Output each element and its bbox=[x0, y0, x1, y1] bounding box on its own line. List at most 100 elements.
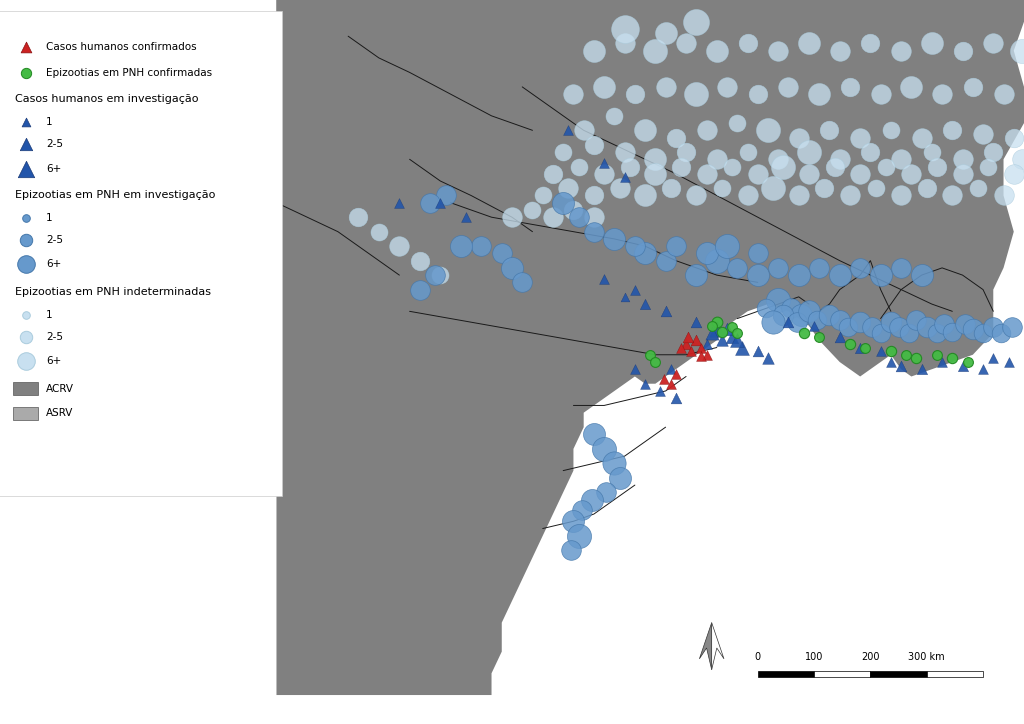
Point bbox=[596, 443, 612, 455]
Point bbox=[17, 212, 34, 224]
Point bbox=[560, 182, 577, 194]
Point bbox=[652, 385, 669, 397]
Point bbox=[965, 81, 981, 93]
Point bbox=[622, 161, 638, 172]
Point bbox=[668, 392, 684, 404]
Point bbox=[598, 487, 614, 498]
Point bbox=[750, 345, 766, 357]
Point bbox=[17, 258, 34, 270]
Point bbox=[453, 240, 469, 252]
Point bbox=[780, 316, 797, 328]
Point bbox=[647, 356, 664, 368]
Text: ACRV: ACRV bbox=[46, 384, 74, 394]
Point bbox=[975, 327, 991, 339]
Point bbox=[852, 316, 868, 328]
Point bbox=[647, 45, 664, 56]
Point bbox=[852, 132, 868, 143]
Point bbox=[739, 38, 756, 49]
Point bbox=[350, 211, 367, 223]
Point bbox=[17, 67, 34, 79]
Point bbox=[616, 23, 633, 35]
Polygon shape bbox=[699, 623, 712, 670]
Point bbox=[606, 458, 623, 469]
Point bbox=[657, 81, 674, 93]
Point bbox=[944, 326, 961, 337]
Point bbox=[412, 284, 428, 295]
Point bbox=[857, 342, 873, 353]
Point bbox=[524, 204, 541, 216]
Point bbox=[852, 342, 868, 353]
Polygon shape bbox=[276, 0, 614, 463]
Point bbox=[801, 306, 817, 317]
Polygon shape bbox=[276, 0, 1024, 695]
Point bbox=[586, 45, 602, 56]
Point bbox=[596, 273, 612, 285]
Point bbox=[647, 153, 664, 165]
Point bbox=[422, 197, 438, 209]
Point bbox=[954, 168, 971, 180]
Point bbox=[809, 314, 825, 326]
Point bbox=[473, 240, 489, 252]
Point bbox=[584, 494, 600, 505]
Point bbox=[929, 349, 945, 361]
Point bbox=[893, 153, 909, 165]
Point bbox=[806, 320, 822, 332]
Point bbox=[663, 363, 679, 375]
Point bbox=[862, 38, 879, 49]
Text: 6+: 6+ bbox=[46, 164, 61, 174]
Point bbox=[714, 326, 730, 337]
Point bbox=[714, 334, 730, 346]
Point bbox=[791, 132, 807, 143]
Point bbox=[995, 190, 1012, 201]
Point bbox=[709, 153, 725, 165]
Point bbox=[432, 269, 449, 281]
Point bbox=[929, 161, 945, 172]
Point bbox=[934, 88, 950, 100]
Point bbox=[883, 316, 899, 328]
FancyBboxPatch shape bbox=[758, 671, 814, 677]
Point bbox=[616, 291, 633, 303]
Text: Epizootias em PNH em investigação: Epizootias em PNH em investigação bbox=[15, 190, 216, 200]
Point bbox=[970, 182, 986, 194]
Point bbox=[668, 132, 684, 143]
Point bbox=[729, 327, 745, 339]
Point bbox=[560, 125, 577, 136]
Point bbox=[913, 363, 930, 375]
Text: Casos humanos em investigação: Casos humanos em investigação bbox=[15, 94, 199, 104]
Point bbox=[427, 269, 443, 281]
Point bbox=[627, 88, 643, 100]
Text: Epizootias em PNH indeterminadas: Epizootias em PNH indeterminadas bbox=[15, 287, 211, 297]
Point bbox=[586, 226, 602, 237]
Point bbox=[17, 41, 34, 53]
Point bbox=[908, 314, 925, 326]
Point bbox=[391, 240, 408, 252]
Point bbox=[842, 190, 858, 201]
Point bbox=[719, 240, 735, 252]
Point bbox=[432, 197, 449, 209]
Point bbox=[709, 316, 725, 328]
Point bbox=[586, 429, 602, 440]
Point bbox=[724, 331, 740, 342]
Text: 1: 1 bbox=[46, 310, 52, 320]
Point bbox=[565, 515, 582, 527]
Point bbox=[391, 197, 408, 209]
Point bbox=[683, 345, 699, 357]
Point bbox=[903, 168, 920, 180]
Point bbox=[995, 88, 1012, 100]
Text: 300 km: 300 km bbox=[908, 652, 945, 662]
FancyBboxPatch shape bbox=[814, 671, 870, 677]
Point bbox=[627, 363, 643, 375]
Point bbox=[693, 342, 710, 353]
Point bbox=[555, 197, 571, 209]
Point bbox=[913, 132, 930, 143]
Point bbox=[1004, 321, 1020, 333]
Point bbox=[642, 349, 658, 361]
Point bbox=[668, 240, 684, 252]
Text: 100: 100 bbox=[805, 652, 823, 662]
Point bbox=[616, 172, 633, 183]
Point bbox=[796, 327, 812, 339]
Point bbox=[739, 146, 756, 158]
Point bbox=[570, 530, 587, 542]
Point bbox=[657, 27, 674, 38]
Point bbox=[944, 353, 961, 364]
